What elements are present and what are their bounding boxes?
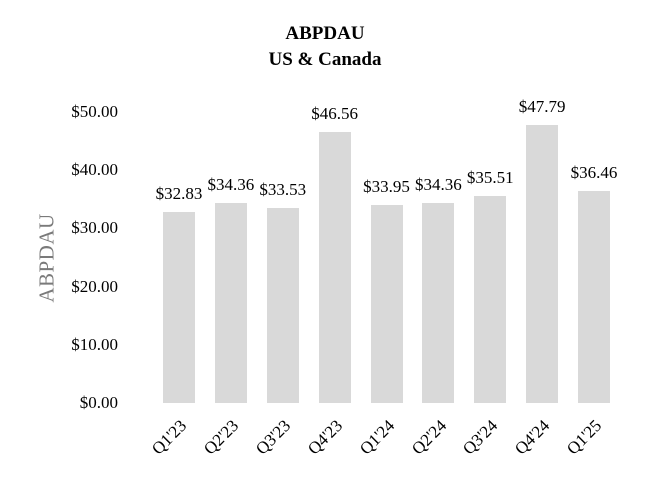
x-tick-label: Q1'23 [148,416,191,459]
bar-value-label: $34.36 [415,175,462,195]
x-tick-label: Q2'23 [199,416,243,459]
bar [370,205,403,403]
chart-title: ABPDAU [285,23,365,44]
bar-value-label: $33.95 [363,177,410,197]
y-tick-label: $0.00 [79,393,118,412]
bar [318,132,351,403]
x-tick-label: Q4'23 [303,416,347,459]
y-tick-label: $50.00 [71,102,118,121]
bar [266,207,299,403]
y-tick-label: $20.00 [71,276,118,296]
bar [214,203,247,403]
bar [526,124,559,403]
bar-value-label: $32.83 [155,183,203,203]
y-tick-label: $30.00 [71,218,118,238]
bar-value-label: $33.53 [259,179,307,199]
x-tick-label: Q4'24 [511,416,554,459]
bar-value-label: $47.79 [518,96,566,116]
chart-subtitle: US & Canada [268,49,382,70]
x-tick-label: Q3'24 [459,416,502,459]
x-tick-label: Q1'25 [563,416,606,459]
bar-value-label: $34.36 [207,175,255,195]
y-axis-tick-labels: $0.00 $10.00 $20.00 $30.00 $40.00 $50.00 [0,102,118,412]
x-tick-label: Q2'24 [407,416,450,459]
chart-title-block: ABPDAU US & Canada [0,21,650,73]
x-tick-label: Q1'24 [355,416,398,459]
bar [422,203,455,403]
plot-area: $32.83 Q1'23 $34.36 Q2'23 $33.53 Q3'23 $46.56 Q… [148,97,620,458]
x-tick-label: Q3'23 [251,416,295,459]
y-tick-label: $10.00 [71,334,118,354]
bar [474,196,507,403]
bar [162,211,195,403]
bar [578,190,611,403]
y-tick-label: $40.00 [71,160,118,180]
bar-value-label: $35.51 [466,168,514,188]
bar-value-label: $36.46 [570,162,618,182]
bar-value-label: $46.56 [311,104,358,124]
